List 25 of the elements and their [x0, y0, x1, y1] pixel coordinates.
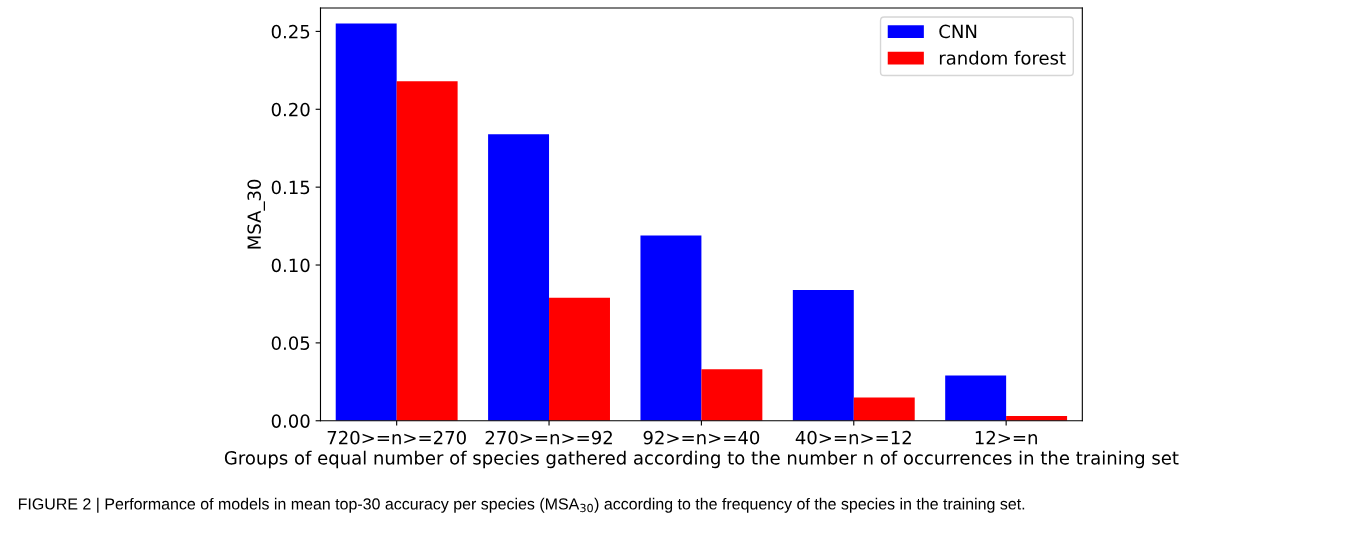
bar	[640, 235, 702, 421]
y-tick-label: 0.05	[271, 336, 310, 350]
y-tick-label: 0.25	[271, 24, 310, 39]
bar	[853, 397, 915, 421]
y-axis-title: MSA_30	[247, 179, 266, 249]
bar	[488, 134, 550, 421]
y-tick-label: 0.20	[271, 102, 310, 117]
x-tick-label: 12>=n	[975, 430, 1037, 445]
x-tick-label: 40>=n>=12	[795, 430, 911, 445]
bar	[945, 375, 1007, 421]
y-tick-label: 0.10	[271, 258, 310, 273]
bar	[549, 297, 610, 421]
bar	[335, 23, 397, 421]
legend-label: random forest	[939, 50, 1066, 65]
y-tick-label: 0.00	[271, 414, 310, 428]
bar	[701, 369, 763, 421]
bar	[792, 289, 854, 421]
y-tick-label: 0.15	[271, 180, 310, 195]
x-axis-title: Groups of equal number of species gathered according to the number n of occurrences in the training set	[224, 450, 1179, 469]
bar	[396, 81, 458, 421]
x-tick-label: 92>=n>=40	[643, 430, 760, 445]
x-tick-label: 270>=n>=92	[485, 430, 612, 445]
legend-label: CNN	[939, 24, 977, 39]
x-tick-label: 720>=n>=270	[327, 430, 466, 445]
caption: FIGURE 2 | Performance of models in mean top-30 accuracy per species (MSA$_{30}$) according to the frequency of the species in the training set.	[18, 497, 1025, 513]
